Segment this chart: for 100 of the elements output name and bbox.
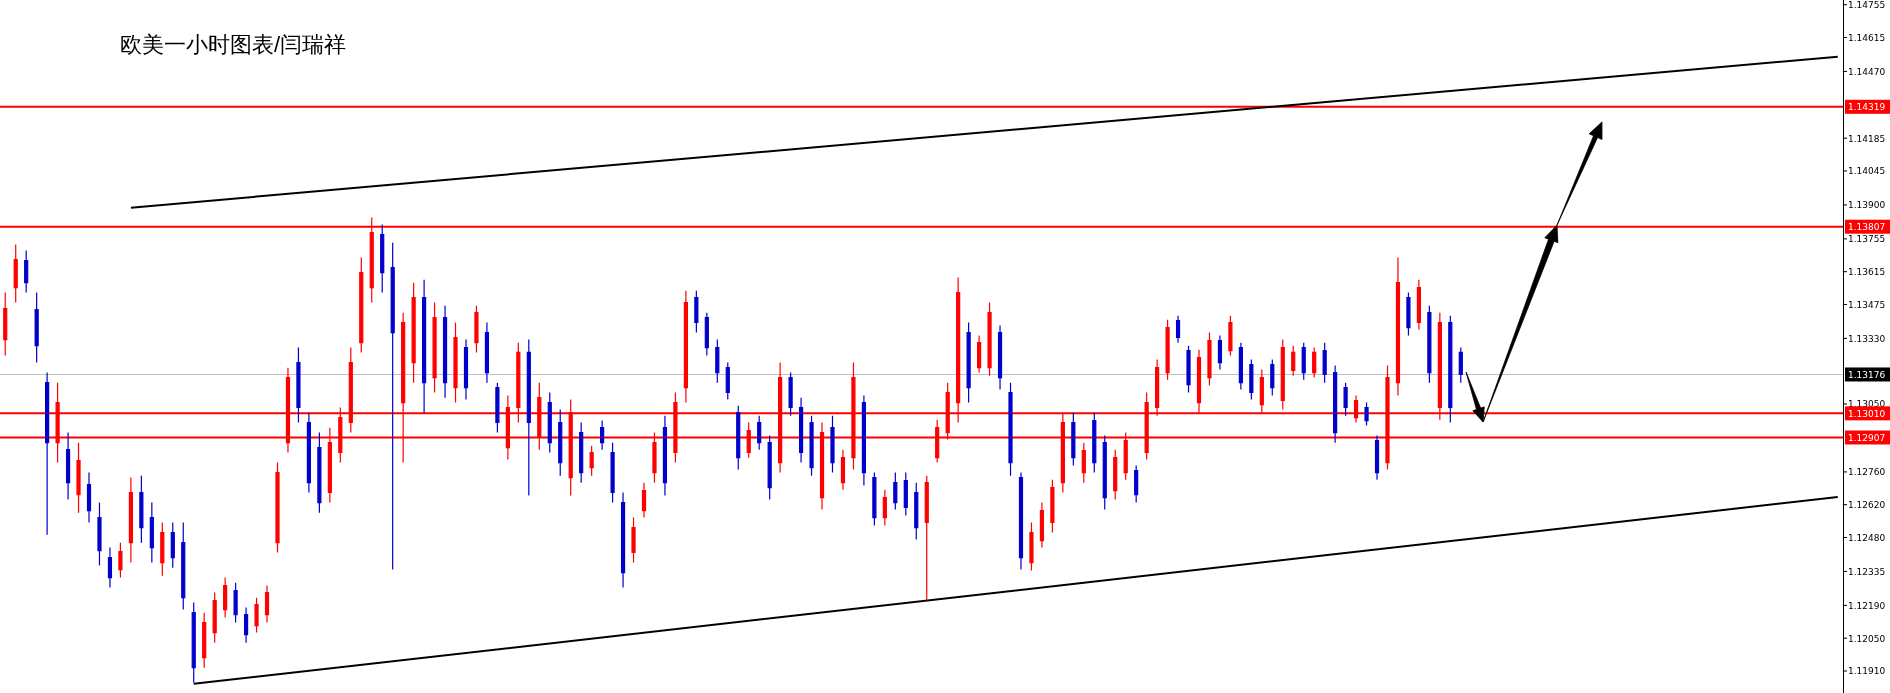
- y-tick-label: 1.13615: [1848, 267, 1886, 278]
- candlestick: [1364, 401, 1369, 427]
- candlestick: [976, 335, 982, 374]
- candlestick: [1228, 315, 1233, 357]
- y-tick-label: 1.12760: [1848, 467, 1886, 478]
- candlestick: [966, 321, 971, 404]
- candlestick: [243, 606, 249, 644]
- candlestick: [3, 291, 8, 357]
- candlestick: [1238, 342, 1243, 391]
- y-tick-label: 1.13330: [1848, 333, 1886, 344]
- candlestick: [118, 542, 123, 579]
- candlestick: [1008, 382, 1013, 477]
- text: 欧美一小时图表/闫瑞祥: [120, 32, 347, 57]
- candlestick: [264, 584, 270, 624]
- candlestick: [683, 290, 688, 404]
- candlestick: [1374, 435, 1380, 481]
- candlestick: [380, 224, 385, 294]
- candlestick: [76, 442, 81, 514]
- candlestick: [526, 338, 531, 497]
- candlestick: [589, 445, 594, 477]
- candlestick: [139, 475, 144, 544]
- y-tick-label: 1.11910: [1848, 666, 1886, 677]
- candlestick: [715, 338, 720, 384]
- candlestick: [1050, 479, 1055, 534]
- candlestick: [600, 420, 605, 451]
- y-tick-label: 1.14755: [1848, 0, 1886, 11]
- candlestick: [128, 476, 133, 564]
- y-tick-label: 1.13900: [1848, 200, 1886, 211]
- y-tick-label: 1.12190: [1848, 600, 1886, 611]
- candlestick: [65, 431, 71, 501]
- candlestick: [86, 472, 92, 524]
- y-tick-label: 1.13475: [1848, 299, 1886, 310]
- candlestick: [1175, 315, 1181, 344]
- y-tick-label: 1.12620: [1848, 500, 1886, 511]
- candlestick: [1322, 342, 1327, 384]
- ref-line-label: 1.13807: [1848, 222, 1886, 233]
- candlestick: [1291, 345, 1296, 377]
- y-tick-label: 1.14045: [1848, 166, 1886, 177]
- candlestick: [442, 305, 448, 399]
- candlestick: [463, 338, 469, 401]
- ref-line-label: 1.13010: [1848, 408, 1886, 419]
- candlestick: [317, 431, 322, 514]
- candlestick: [997, 324, 1003, 391]
- y-tick-label: 1.14470: [1848, 66, 1886, 77]
- candlestick: [160, 521, 165, 577]
- candlestick: [13, 243, 18, 304]
- candlestick: [694, 290, 699, 334]
- candlestick: [610, 442, 615, 504]
- candlestick: [830, 415, 835, 474]
- candlestick: [882, 489, 887, 527]
- candlestick: [296, 346, 301, 424]
- candlestick: [45, 372, 50, 536]
- candlestick: [1406, 291, 1411, 337]
- candlestick: [306, 412, 312, 494]
- candlestick: [149, 501, 154, 564]
- candlestick: [893, 472, 898, 511]
- candlestick: [558, 409, 563, 477]
- candlestick: [631, 516, 636, 564]
- candlestick: [1343, 382, 1348, 417]
- candlestick: [1217, 335, 1223, 371]
- candlestick: [97, 501, 102, 567]
- candlestick: [620, 491, 626, 589]
- candlestick: [861, 394, 867, 487]
- candlestick: [107, 546, 113, 589]
- candlestick: [275, 461, 280, 554]
- candlestick: [495, 382, 500, 434]
- candlestick: [872, 472, 877, 527]
- y-tick-label: 1.12335: [1848, 566, 1886, 577]
- candlestick: [1165, 319, 1170, 381]
- y-tick-label: 1.12480: [1848, 532, 1886, 543]
- candlestick: [34, 291, 39, 364]
- y-tick-label: 1.14615: [1848, 32, 1886, 43]
- candlestick: [1395, 257, 1401, 397]
- ref-line-label: 1.12907: [1848, 432, 1886, 443]
- candlestick: [788, 372, 793, 417]
- candlestick: [1249, 358, 1254, 401]
- candlestick: [798, 397, 804, 464]
- candlestick: [641, 482, 647, 519]
- candlestick: [1039, 501, 1045, 549]
- candlestick: [1029, 521, 1034, 572]
- candlestick: [1416, 279, 1421, 331]
- y-tick-label: 1.13755: [1848, 234, 1886, 245]
- candlestick: [223, 576, 228, 619]
- candlestick: [924, 475, 929, 602]
- candlestick: [1427, 305, 1432, 384]
- candlestick: [1333, 364, 1338, 444]
- candlestick: [662, 415, 668, 497]
- candlestick: [411, 282, 416, 384]
- y-tick-label: 1.12050: [1848, 633, 1886, 644]
- candlestick: [809, 415, 814, 477]
- y-tick-label: 1.14185: [1848, 133, 1886, 144]
- candlestick: [474, 305, 479, 354]
- ref-line-label: 1.14319: [1848, 102, 1886, 113]
- candlestick: [233, 582, 238, 624]
- candlestick: [1207, 331, 1212, 387]
- candlestick: [453, 321, 458, 404]
- candlestick: [1081, 442, 1086, 484]
- candlestick: [390, 242, 395, 571]
- candlestick: [24, 249, 29, 294]
- candlestick: [484, 321, 490, 384]
